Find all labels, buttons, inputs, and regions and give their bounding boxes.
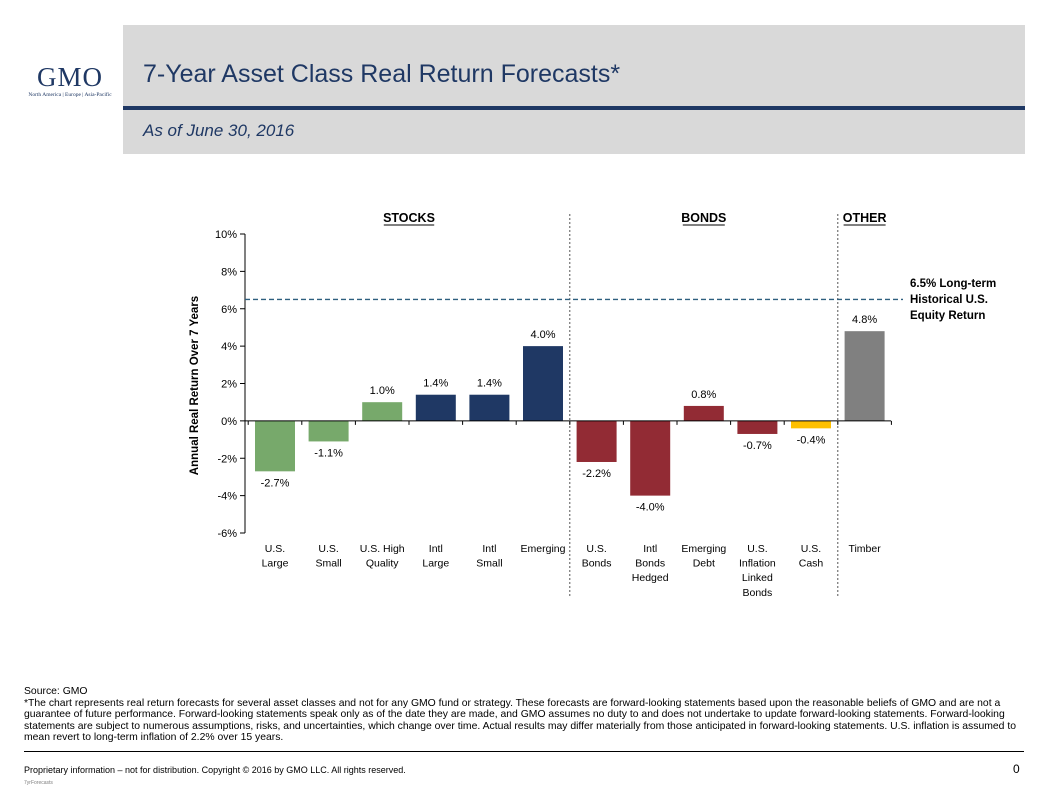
x-tick-label: Bonds [743, 587, 773, 599]
bar [469, 394, 510, 421]
x-tick-label: Emerging [681, 543, 726, 555]
data-label: -2.2% [582, 468, 611, 480]
y-tick-label: 0% [221, 416, 237, 428]
y-tick-label: 10% [215, 229, 237, 241]
y-tick-label: 2% [221, 379, 237, 391]
title-rule [123, 106, 1025, 110]
data-label: 1.4% [423, 378, 448, 390]
bar [576, 420, 617, 462]
x-tick-label: Intl [429, 543, 443, 555]
x-tick-label: U.S. High [360, 543, 405, 555]
x-tick-label: Intl [482, 543, 496, 555]
x-tick-label: Timber [848, 543, 881, 555]
x-tick-label: Small [315, 558, 341, 570]
bar [308, 420, 349, 442]
x-tick-label: U.S. [747, 543, 767, 555]
bar [255, 420, 295, 472]
source-note: Source: GMO [24, 686, 88, 697]
y-tick-label: -6% [217, 528, 237, 540]
x-tick-label: Bonds [635, 558, 665, 570]
x-tick-label: U.S. [801, 543, 821, 555]
bar [362, 402, 403, 421]
x-tick-label: Debt [693, 558, 715, 570]
page-title: 7-Year Asset Class Real Return Forecasts… [143, 60, 621, 88]
bar [415, 394, 456, 421]
y-tick-label: 6% [221, 304, 237, 316]
x-tick-label: Quality [366, 558, 399, 570]
data-label: -0.4% [797, 434, 826, 446]
x-tick-label: Large [422, 558, 449, 570]
x-tick-label: Intl [643, 543, 657, 555]
page-subtitle: As of June 30, 2016 [143, 121, 295, 140]
x-tick-label: U.S. [265, 543, 285, 555]
data-label: -4.0% [636, 502, 665, 514]
data-label: 1.0% [370, 385, 395, 397]
gmo-logo: GMO North America | Europe | Asia-Pacifi… [18, 62, 122, 98]
bar [844, 331, 885, 421]
y-tick-label: 4% [221, 341, 237, 353]
group-header: BONDS [681, 211, 726, 225]
x-tick-label: Large [262, 558, 289, 570]
group-header: STOCKS [383, 211, 435, 225]
x-tick-label: Bonds [582, 558, 612, 570]
return-forecast-chart: -6% -4% -2% 0% 2% 4% 6% 8% 10% Annual Real Return… [189, 211, 996, 599]
footer-reference: 7yrForecasts [24, 780, 53, 786]
group-header: OTHER [843, 211, 887, 225]
bar [791, 420, 831, 429]
data-label: 0.8% [691, 389, 716, 401]
x-tick-label: U.S. [318, 543, 338, 555]
logo-wordmark: GMO [36, 62, 103, 92]
y-tick-label: 8% [221, 266, 237, 278]
footer-rule [24, 751, 1024, 752]
y-tick-label: -2% [217, 453, 237, 465]
logo-tagline: North America | Europe | Asia-Pacific [28, 92, 112, 98]
x-tick-label: Cash [799, 558, 824, 570]
x-tick-label: U.S. [586, 543, 606, 555]
header-band [123, 25, 1025, 154]
x-tick-label: Emerging [521, 543, 566, 555]
notes: Source: GMO *The chart represents real r… [24, 686, 1024, 744]
y-tick-label: -4% [217, 491, 237, 503]
reference-line-label: 6.5% Long-term [910, 278, 996, 290]
page-number: 0 [1013, 762, 1020, 776]
data-label: 4.0% [530, 329, 555, 341]
reference-line-label: Equity Return [910, 310, 985, 322]
y-axis-title: Annual Real Return Over 7 Years [189, 296, 201, 475]
bar [683, 405, 724, 421]
data-label: 1.4% [477, 378, 502, 390]
reference-line-label: Historical U.S. [910, 294, 988, 306]
bar [630, 420, 671, 496]
x-tick-label: Inflation [739, 558, 776, 570]
bar [523, 346, 563, 421]
data-label: -2.7% [261, 477, 290, 489]
x-tick-label: Hedged [632, 572, 669, 584]
data-label: -0.7% [743, 440, 772, 452]
data-label: -1.1% [314, 447, 343, 459]
x-tick-label: Linked [742, 572, 773, 584]
footer-copyright: Proprietary information – not for distri… [24, 765, 406, 775]
bar [737, 420, 778, 434]
x-tick-label: Small [476, 558, 502, 570]
disclaimer-note: *The chart represents real return foreca… [24, 697, 1016, 744]
data-label: 4.8% [852, 314, 877, 326]
